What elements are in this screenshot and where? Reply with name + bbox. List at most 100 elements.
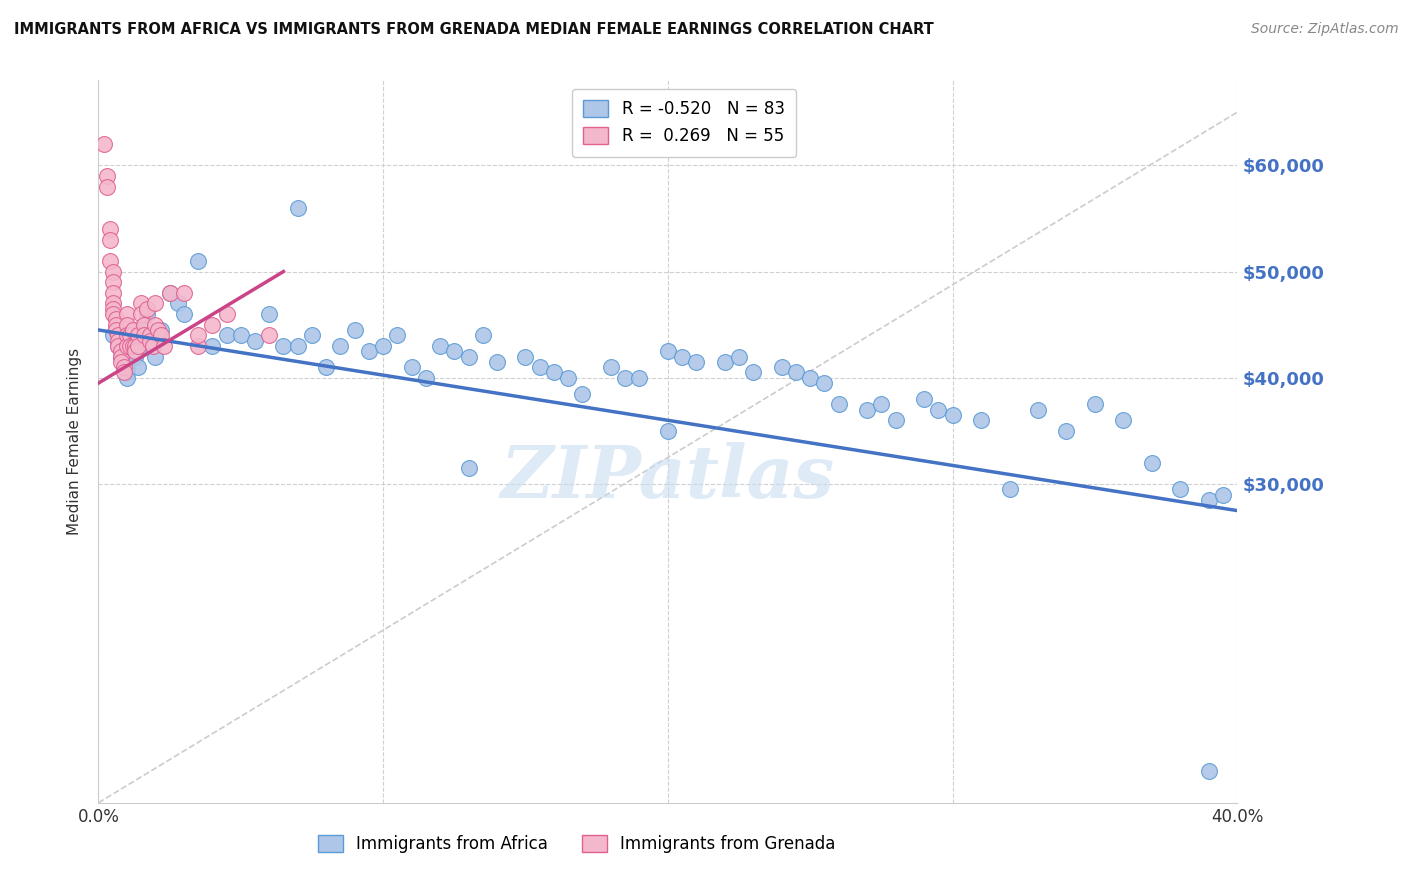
Point bbox=[273, 339, 295, 353]
Point bbox=[115, 307, 138, 321]
Point bbox=[118, 328, 141, 343]
Point bbox=[121, 323, 143, 337]
Point bbox=[132, 328, 155, 343]
Point bbox=[129, 339, 152, 353]
Point bbox=[150, 328, 173, 343]
Point bbox=[124, 350, 146, 364]
Point bbox=[153, 339, 176, 353]
Point bbox=[671, 350, 693, 364]
Point bbox=[138, 328, 160, 343]
Point bbox=[138, 328, 160, 343]
Point bbox=[912, 392, 935, 406]
Point bbox=[135, 307, 157, 321]
Point bbox=[229, 328, 252, 343]
Point bbox=[104, 312, 127, 326]
Point bbox=[301, 328, 323, 343]
Point bbox=[107, 339, 129, 353]
Point bbox=[138, 334, 160, 348]
Point bbox=[770, 360, 793, 375]
Point bbox=[1212, 488, 1234, 502]
Point bbox=[215, 307, 238, 321]
Point bbox=[121, 339, 143, 353]
Point bbox=[187, 328, 209, 343]
Point bbox=[110, 350, 132, 364]
Point bbox=[343, 323, 366, 337]
Point bbox=[98, 222, 121, 236]
Point bbox=[110, 344, 132, 359]
Point bbox=[742, 366, 765, 380]
Point bbox=[201, 318, 224, 332]
Point bbox=[187, 339, 209, 353]
Point bbox=[110, 350, 132, 364]
Point bbox=[1170, 483, 1192, 497]
Point bbox=[315, 360, 337, 375]
Point bbox=[132, 318, 155, 332]
Point bbox=[112, 360, 135, 375]
Point bbox=[132, 318, 155, 332]
Point bbox=[135, 301, 157, 316]
Point bbox=[101, 285, 124, 300]
Point bbox=[387, 328, 409, 343]
Point bbox=[150, 323, 173, 337]
Point bbox=[115, 371, 138, 385]
Point bbox=[1026, 402, 1049, 417]
Point bbox=[96, 169, 118, 183]
Point bbox=[515, 350, 537, 364]
Point bbox=[1056, 424, 1078, 438]
Point bbox=[714, 355, 737, 369]
Point bbox=[118, 334, 141, 348]
Point bbox=[357, 344, 380, 359]
Point bbox=[856, 402, 879, 417]
Point bbox=[1198, 493, 1220, 508]
Point bbox=[942, 408, 965, 422]
Point bbox=[115, 328, 138, 343]
Point bbox=[159, 285, 181, 300]
Point bbox=[115, 318, 138, 332]
Point bbox=[628, 371, 651, 385]
Point bbox=[129, 296, 152, 310]
Text: IMMIGRANTS FROM AFRICA VS IMMIGRANTS FROM GRENADA MEDIAN FEMALE EARNINGS CORRELA: IMMIGRANTS FROM AFRICA VS IMMIGRANTS FRO… bbox=[14, 22, 934, 37]
Point bbox=[657, 344, 679, 359]
Point bbox=[927, 402, 949, 417]
Point bbox=[129, 328, 152, 343]
Point bbox=[115, 360, 138, 375]
Point bbox=[167, 296, 190, 310]
Point bbox=[728, 350, 751, 364]
Point bbox=[1140, 456, 1163, 470]
Point bbox=[124, 344, 146, 359]
Point bbox=[287, 201, 309, 215]
Point bbox=[159, 285, 181, 300]
Point bbox=[96, 179, 118, 194]
Point bbox=[112, 366, 135, 380]
Point bbox=[121, 323, 143, 337]
Point bbox=[127, 360, 149, 375]
Point bbox=[373, 339, 395, 353]
Point bbox=[101, 307, 124, 321]
Point bbox=[443, 344, 465, 359]
Point bbox=[145, 350, 167, 364]
Point bbox=[657, 424, 679, 438]
Point bbox=[486, 355, 509, 369]
Point bbox=[187, 253, 209, 268]
Point bbox=[259, 328, 281, 343]
Y-axis label: Median Female Earnings: Median Female Earnings bbox=[67, 348, 83, 535]
Point bbox=[98, 253, 121, 268]
Point bbox=[884, 413, 907, 427]
Text: Source: ZipAtlas.com: Source: ZipAtlas.com bbox=[1251, 22, 1399, 37]
Point bbox=[121, 344, 143, 359]
Point bbox=[107, 334, 129, 348]
Point bbox=[457, 461, 479, 475]
Point bbox=[557, 371, 579, 385]
Point bbox=[98, 233, 121, 247]
Point bbox=[93, 136, 115, 151]
Point bbox=[148, 323, 170, 337]
Point bbox=[129, 307, 152, 321]
Point bbox=[287, 339, 309, 353]
Point bbox=[600, 360, 623, 375]
Point bbox=[145, 296, 167, 310]
Point bbox=[101, 264, 124, 278]
Point bbox=[201, 339, 224, 353]
Point bbox=[1198, 764, 1220, 778]
Point bbox=[259, 307, 281, 321]
Point bbox=[101, 296, 124, 310]
